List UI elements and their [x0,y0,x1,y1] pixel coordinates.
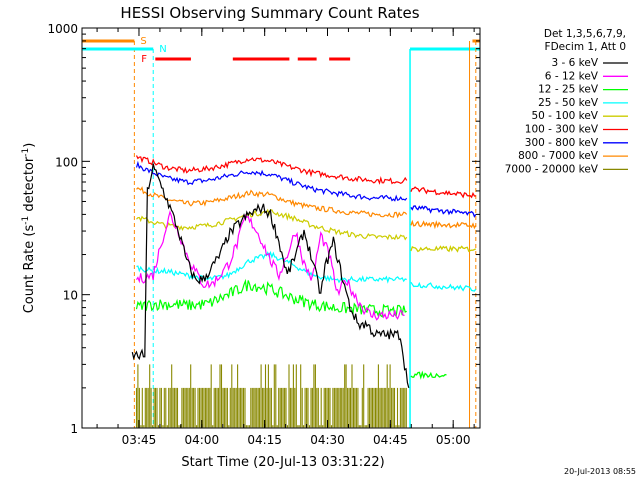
series-50-100-kev [136,208,408,241]
y-tick-label: 100 [55,155,78,169]
series-100-300-kev [135,155,408,185]
segment-after-4 [410,281,477,292]
series-6-12-kev [136,210,405,321]
y-label-end: ) [22,143,37,148]
annotation-f: F [141,54,147,65]
y-label-exp: -1 [21,216,31,225]
series-25-50-kev [136,250,407,284]
series-3-6-kev [131,163,410,389]
x-tick-label: 04:00 [185,433,220,447]
segment-after-5 [410,370,447,380]
legend-label: 12 - 25 keV [538,84,599,96]
annotation-n: N [159,44,166,55]
legend-label: 100 - 300 keV [525,124,599,136]
series-800-7000-kev [136,186,408,219]
y-tick-label: 1000 [47,22,78,36]
plot-frame [81,27,481,429]
x-tick-label: 04:30 [310,433,345,447]
series-7000-20000-kev [135,364,407,428]
legend-label: 50 - 100 keV [531,110,598,122]
segment-after-3 [410,245,477,253]
legend-label: 800 - 7000 keV [518,150,599,162]
y-label-exp2: -1 [21,148,31,157]
legend-label: 3 - 6 keV [551,57,598,69]
series-12-25-kev [135,278,407,318]
segment-after-1 [410,205,477,218]
legend-label: 6 - 12 keV [545,70,599,82]
x-tick-label: 04:45 [373,433,408,447]
x-tick-label: 05:00 [436,433,471,447]
annotation-s: S [140,36,146,47]
x-tick-label: 04:15 [247,433,282,447]
series-300-800-kev [135,160,408,202]
legend-header: Det 1,3,5,6,7,9, [544,28,626,40]
data-layer: S N F [82,36,480,428]
legend: Det 1,3,5,6,7,9,FDecim 1, Att 0 3 - 6 keV… [505,28,628,175]
legend-label: 300 - 800 keV [525,137,599,149]
y-tick-label: 10 [63,289,78,303]
axes: 03:45 04:00 04:15 04:30 04:45 05:00 1 10 100 1000 [47,22,481,447]
timestamp: 20-Jul-2013 08:55 [564,467,636,476]
legend-header: FDecim 1, Att 0 [545,41,626,53]
y-label-main: Count Rate (s [22,225,37,314]
y-axis-label: Count Rate (s-1 detector-1) [21,143,37,314]
x-axis-label: Start Time (20-Jul-13 03:31:22) [181,455,384,470]
y-tick-label: 1 [70,422,78,436]
segment-after-2 [410,219,477,230]
legend-label: 25 - 50 keV [538,97,599,109]
segment-after-0 [410,186,476,199]
chart-title: HESSI Observing Summary Count Rates [120,4,419,22]
legend-label: 7000 - 20000 keV [505,163,599,175]
y-label-mid: detector [22,156,37,216]
x-tick-label: 03:45 [122,433,157,447]
